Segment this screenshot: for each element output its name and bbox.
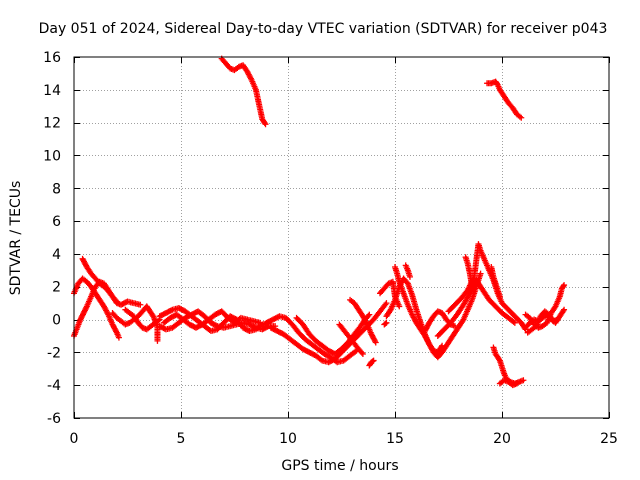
- data-point: [262, 121, 269, 128]
- data-point: [352, 348, 359, 355]
- y-tick-label: -2: [47, 345, 61, 361]
- data-point: [257, 319, 264, 326]
- data-point: [511, 319, 518, 326]
- data-point: [560, 308, 567, 315]
- data-points: [71, 55, 568, 389]
- x-tick-label: 0: [70, 431, 79, 447]
- ticks: 0 5 10 15 20 25 -6 -4 -2 0 2 4 6 8 10 12 14 16: [43, 50, 618, 447]
- data-point: [369, 358, 376, 365]
- data-point: [560, 283, 567, 290]
- y-tick-label: 14: [43, 83, 61, 99]
- data-point: [366, 311, 373, 318]
- data-point: [115, 334, 122, 341]
- chart-title: Day 051 of 2024, Sidereal Day-to-day VTE…: [39, 21, 608, 37]
- y-tick-label: 8: [52, 181, 61, 197]
- y-tick-label: 0: [52, 313, 61, 329]
- y-tick-label: 16: [43, 50, 61, 66]
- data-point: [469, 283, 476, 290]
- data-point: [359, 351, 366, 358]
- data-point: [510, 318, 517, 325]
- data-point: [554, 316, 561, 323]
- x-tick-label: 15: [386, 431, 404, 447]
- data-point: [451, 323, 458, 330]
- y-tick-label: 12: [43, 116, 61, 132]
- x-tick-label: 10: [279, 431, 297, 447]
- y-axis-label: SDTVAR / TECUs: [8, 181, 24, 296]
- data-point: [496, 293, 503, 300]
- data-point: [154, 337, 161, 344]
- y-tick-label: 10: [43, 148, 61, 164]
- data-point: [396, 303, 403, 310]
- data-point: [168, 307, 175, 314]
- x-tick-label: 20: [493, 431, 511, 447]
- y-tick-label: 4: [52, 247, 61, 263]
- data-point: [513, 380, 520, 387]
- data-point: [358, 349, 365, 356]
- data-point: [365, 312, 372, 319]
- data-point: [382, 320, 389, 327]
- x-axis-label: GPS time / hours: [281, 458, 398, 474]
- plot-frame: [73, 56, 610, 419]
- data-point: [261, 120, 268, 127]
- y-tick-label: 2: [52, 280, 61, 296]
- data-point: [383, 319, 390, 326]
- x-tick-label: 25: [600, 431, 618, 447]
- data-point: [370, 357, 377, 364]
- y-tick-label: 6: [52, 214, 61, 230]
- data-point: [372, 339, 379, 346]
- data-point: [137, 301, 144, 308]
- y-tick-label: -6: [47, 411, 61, 427]
- data-point: [477, 270, 484, 277]
- data-point: [383, 300, 390, 307]
- x-tick-label: 5: [177, 431, 186, 447]
- data-point: [561, 306, 568, 313]
- data-point: [520, 377, 527, 384]
- data-point: [561, 282, 568, 289]
- data-point: [518, 114, 525, 121]
- data-point: [406, 273, 413, 280]
- y-tick-label: -4: [47, 378, 61, 394]
